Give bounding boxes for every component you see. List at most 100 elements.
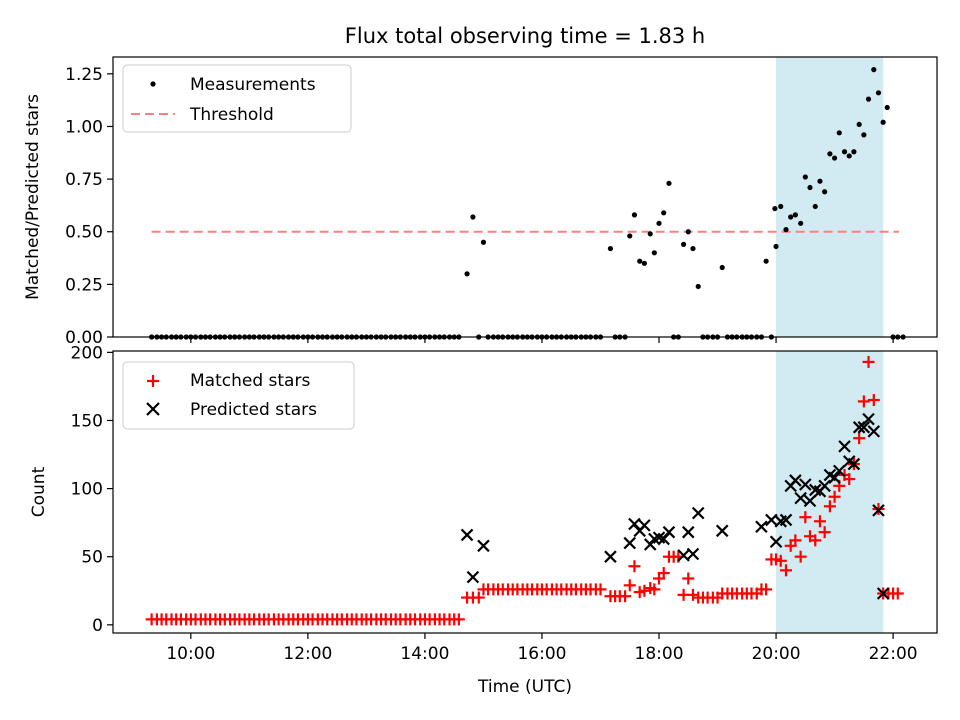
- matched-star-point: [813, 515, 826, 528]
- predicted-star-point: [686, 547, 700, 561]
- predicted-star-stroke-b: [604, 550, 617, 563]
- bottom-x-tick-label: 16:00: [517, 644, 566, 664]
- predicted-star-stroke-b: [662, 525, 676, 539]
- predicted-star-point: [872, 504, 885, 517]
- measurement-point: [772, 205, 778, 212]
- matched-star-point: [809, 534, 822, 547]
- bottom-panel: 0 50 100 150 200 10:00 12:00 14:00 16:00 18:00 20…: [29, 343, 938, 697]
- legend-matched-label: Matched stars: [190, 371, 310, 391]
- predicted-star-point: [799, 478, 812, 491]
- measurement-point: [470, 214, 476, 220]
- top-y-tick-label: 1.25: [65, 65, 103, 85]
- matched-star-point: [789, 534, 802, 547]
- predicted-star-stroke-b: [818, 479, 831, 493]
- bottom-x-tick-label: 12:00: [283, 644, 332, 664]
- matched-star-point: [760, 583, 773, 596]
- predicted-star-stroke-b: [789, 474, 802, 487]
- matched-star-point: [594, 583, 607, 596]
- predicted-star-stroke-b: [799, 478, 812, 491]
- top-y-tick-label: 0.50: [65, 223, 103, 243]
- predicted-star-point: [789, 474, 802, 487]
- matched-star-point: [472, 591, 485, 604]
- predicted-star-stroke-b: [755, 520, 768, 534]
- predicted-star-stroke-b: [823, 468, 837, 482]
- measurement-point: [851, 149, 857, 155]
- predicted-star-stroke-b: [808, 483, 822, 497]
- predicted-star-stroke-b: [466, 570, 480, 584]
- measurement-point: [812, 203, 818, 210]
- measurement-point: [807, 184, 813, 191]
- matched-star-point: [799, 511, 812, 524]
- bottom-x-tick-label: 14:00: [400, 644, 449, 664]
- predicted-star-stroke-b: [872, 504, 885, 517]
- predicted-star-point: [623, 536, 637, 550]
- predicted-star-stroke-b: [803, 494, 817, 508]
- matched-stars-points: [145, 355, 904, 626]
- measurement-point: [763, 258, 769, 264]
- measurement-point: [827, 151, 833, 157]
- matched-star-point: [780, 564, 793, 577]
- matched-star-point: [853, 432, 866, 445]
- measurement-point: [871, 67, 877, 73]
- predicted-star-stroke-b: [460, 528, 474, 542]
- predicted-star-point: [691, 506, 705, 520]
- bottom-x-label: Time (UTC): [477, 677, 572, 697]
- matched-star-point: [857, 395, 870, 408]
- matched-star-point: [843, 473, 856, 486]
- measurement-point: [607, 245, 614, 252]
- predicted-star-stroke-b: [876, 587, 890, 600]
- measurement-point: [647, 231, 653, 237]
- matched-star-point: [619, 590, 632, 603]
- predicted-star-stroke-b: [779, 513, 793, 527]
- matched-star-point: [823, 500, 836, 513]
- matched-star-point: [623, 579, 636, 592]
- predicted-star-point: [867, 425, 881, 438]
- measurement-point: [802, 174, 808, 180]
- predicted-star-stroke-b: [842, 455, 856, 468]
- measurement-point: [861, 132, 867, 138]
- legend-predicted-label: Predicted stars: [190, 400, 317, 420]
- measurement-point: [480, 239, 487, 245]
- measurement-point: [651, 250, 657, 256]
- predicted-star-point: [857, 421, 871, 434]
- predicted-star-stroke-b: [686, 547, 700, 561]
- bottom-x-tick-label: 20:00: [752, 644, 801, 664]
- bottom-x-tick-label: 10:00: [166, 644, 215, 664]
- matched-star-point: [638, 584, 651, 597]
- predicted-star-stroke-b: [838, 440, 851, 453]
- measurement-point: [792, 212, 798, 218]
- predicted-star-stroke-b: [862, 412, 875, 426]
- bottom-y-axis: 0 50 100 150 200: [71, 343, 113, 636]
- predicted-star-stroke-b: [828, 471, 841, 484]
- measurement-point: [690, 245, 696, 252]
- predicted-star-stroke-b: [794, 491, 807, 505]
- measurement-point: [627, 233, 633, 239]
- measurement-point: [631, 212, 638, 218]
- legend-matched-marker: [147, 375, 159, 387]
- bottom-x-tick-label: 22:00: [869, 644, 918, 664]
- matched-star-point: [891, 587, 904, 600]
- measurement-point: [695, 283, 701, 290]
- predicted-star-point: [638, 519, 651, 532]
- matched-star-point: [794, 550, 807, 563]
- matched-star-point: [867, 394, 880, 407]
- predicted-star-point: [604, 550, 617, 563]
- predicted-star-point: [477, 539, 490, 553]
- matched-star-point: [686, 588, 699, 601]
- bottom-x-tick-label: 18:00: [635, 644, 684, 664]
- predicted-star-point: [794, 491, 807, 505]
- measurement-point: [641, 260, 647, 266]
- measurement-point: [666, 180, 672, 186]
- predicted-star-stroke-b: [832, 464, 846, 478]
- legend-threshold-label: Threshold: [189, 105, 274, 125]
- predicted-star-stroke-b: [638, 519, 651, 532]
- bottom-axes-frame: [112, 350, 938, 634]
- predicted-star-point: [847, 457, 861, 471]
- predicted-star-point: [755, 520, 768, 534]
- bottom-legend: Matched stars Predicted stars: [122, 361, 355, 430]
- matched-star-point: [818, 526, 831, 539]
- predicted-star-stroke-b: [769, 535, 783, 549]
- predicted-stars-points: [460, 412, 890, 600]
- measurement-point: [719, 264, 725, 271]
- top-axes-frame: [112, 56, 938, 338]
